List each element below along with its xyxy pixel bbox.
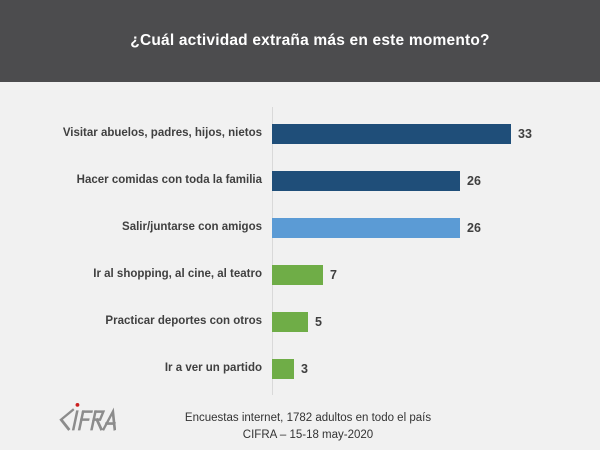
source-line-2: CIFRA – 15-18 may-2020 — [242, 429, 374, 441]
chart-title: ¿Cuál actividad extraña más en este mome… — [130, 32, 490, 49]
logo-letter-i — [71, 410, 79, 431]
bar-row: Hacer comidas con toda la familia 26 — [0, 157, 600, 204]
bar-row: Practicar deportes con otros 5 — [0, 298, 600, 345]
bar-value: 3 — [301, 361, 308, 376]
bar-label: Ir a ver un partido — [164, 361, 262, 374]
bar-label: Visitar abuelos, padres, hijos, nietos — [62, 126, 262, 139]
bar-value: 33 — [518, 126, 532, 141]
bar-row: Ir al shopping, al cine, al teatro 7 — [0, 251, 600, 298]
bar-label: Hacer comidas con toda la familia — [76, 173, 262, 186]
bar-row: Visitar abuelos, padres, hijos, nietos 33 — [0, 110, 600, 157]
bar-label: Salir/juntarse con amigos — [122, 220, 262, 233]
bar-rows: Visitar abuelos, padres, hijos, nietos 33… — [0, 110, 600, 392]
source-line-1: Encuestas internet, 1782 adultos en todo… — [184, 412, 432, 424]
title-banner: ¿Cuál actividad extraña más en este mome… — [0, 0, 600, 82]
bar — [272, 217, 460, 238]
bar-label: Practicar deportes con otros — [105, 314, 262, 327]
bar-chart: Visitar abuelos, padres, hijos, nietos 33… — [0, 107, 600, 395]
cifra-logo — [59, 402, 116, 431]
bar-value: 26 — [467, 173, 481, 188]
bar — [272, 264, 323, 285]
bar — [272, 311, 308, 332]
axis-baseline — [272, 107, 273, 395]
bar-row: Salir/juntarse con amigos 26 — [0, 204, 600, 251]
bar — [272, 358, 294, 379]
bar-value: 7 — [330, 267, 337, 282]
source-note: Encuestas internet, 1782 adultos en todo… — [0, 410, 600, 444]
bar-value: 5 — [315, 314, 322, 329]
bar-label: Ir al shopping, al cine, al teatro — [93, 267, 262, 280]
logo-letter-c — [59, 408, 75, 431]
bar-row: Ir a ver un partido 3 — [0, 345, 600, 392]
bar — [272, 170, 460, 191]
bar — [272, 123, 511, 144]
bar-value: 26 — [467, 220, 481, 235]
logo-red-dot — [75, 402, 80, 407]
